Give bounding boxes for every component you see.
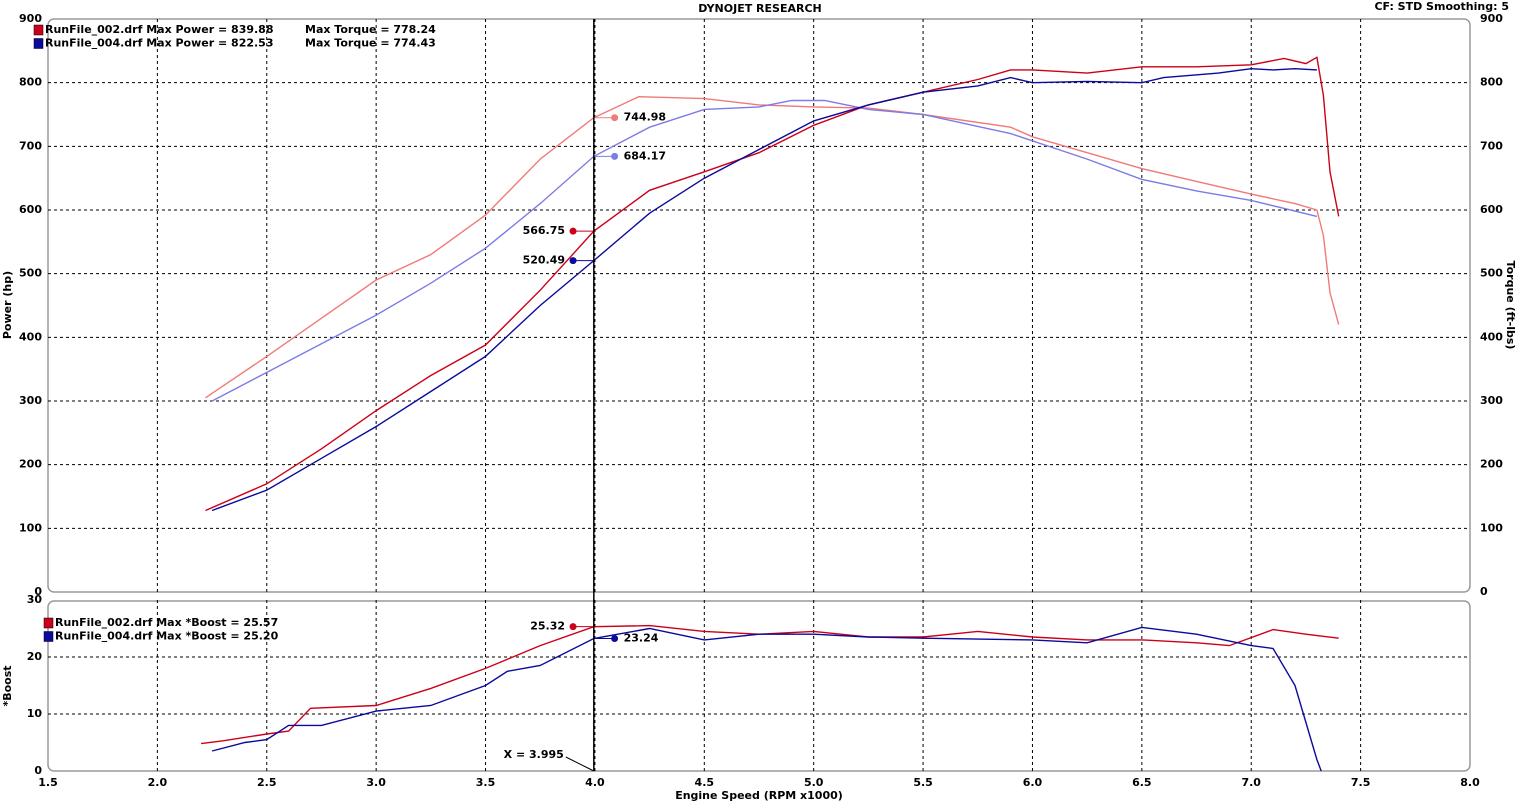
- y-tick-label: 10: [27, 707, 43, 720]
- legend-swatch: [33, 24, 44, 36]
- y2-tick-label: 600: [1480, 203, 1503, 216]
- y-tick-label: 0: [34, 764, 42, 777]
- y-tick-label: 600: [19, 203, 42, 216]
- y-tick-label: 900: [19, 12, 42, 25]
- y-tick-label: 100: [19, 521, 42, 534]
- y-tick-label: 300: [19, 394, 42, 407]
- readout-dot: [569, 227, 577, 235]
- cursor-pointer: [565, 756, 595, 772]
- legend-swatch: [43, 617, 54, 629]
- readout-dot: [569, 257, 577, 265]
- y2-tick-label: 100: [1480, 521, 1503, 534]
- y-tick-label: 500: [19, 267, 42, 280]
- x-tick-label: 3.5: [476, 776, 496, 789]
- x-tick-label: 5.5: [913, 776, 933, 789]
- x-tick-label: 6.0: [1023, 776, 1043, 789]
- bottom-panel-frame: [47, 600, 1471, 772]
- x-tick-label: 2.5: [257, 776, 277, 789]
- y-tick-label: 20: [27, 650, 43, 663]
- chart-subtitle: CF: STD Smoothing: 5: [1374, 0, 1509, 13]
- readout-label: 744.98: [624, 111, 666, 124]
- x-tick-label: 4.0: [585, 776, 605, 789]
- y-tick-label: 700: [19, 139, 42, 152]
- y2-tick-label: 200: [1480, 458, 1503, 471]
- legend-label: RunFile_002.drf Max *Boost = 25.57: [55, 616, 278, 629]
- legend-label: RunFile_002.drf Max Power = 839.88: [45, 23, 274, 36]
- x-tick-label: 7.0: [1241, 776, 1261, 789]
- readout-label: 520.49: [523, 254, 565, 267]
- x-tick-label: 8.0: [1460, 776, 1480, 789]
- y-tick-label: 0: [34, 585, 42, 598]
- legend-swatch: [33, 38, 44, 49]
- y-tick-label: 800: [19, 76, 42, 89]
- top-panel-frame: [47, 18, 1471, 593]
- readout-label: 23.24: [624, 632, 659, 645]
- y2-tick-label: 700: [1480, 139, 1503, 152]
- readout-label: 566.75: [523, 224, 565, 237]
- y-tick-label: 200: [19, 458, 42, 471]
- y2-axis-label: Torque (ft-lbs): [1504, 261, 1517, 350]
- y2-tick-label: 0: [1480, 585, 1488, 598]
- x-tick-label: 1.5: [38, 776, 58, 789]
- y2-tick-label: 500: [1480, 267, 1503, 280]
- y-axis-label: *Boost: [1, 665, 14, 706]
- cursor-label: X = 3.995: [504, 748, 564, 761]
- chart-title: DYNOJET RESEARCH: [698, 2, 821, 15]
- x-tick-label: 5.0: [804, 776, 824, 789]
- data-line: [211, 67, 1317, 512]
- y2-tick-label: 900: [1480, 12, 1503, 25]
- x-axis-label: Engine Speed (RPM x1000): [675, 789, 843, 802]
- readout-dot: [569, 623, 577, 631]
- legend-swatch: [43, 631, 54, 642]
- readout-label: 25.32: [530, 620, 565, 633]
- y2-tick-label: 300: [1480, 394, 1503, 407]
- y2-tick-label: 400: [1480, 330, 1503, 343]
- x-tick-label: 7.5: [1351, 776, 1371, 789]
- data-line: [201, 624, 1339, 745]
- x-tick-label: 6.5: [1132, 776, 1152, 789]
- legend-label: Max Torque = 774.43: [305, 37, 436, 50]
- x-tick-label: 4.5: [695, 776, 715, 789]
- x-tick-label: 2.0: [148, 776, 168, 789]
- data-line: [211, 99, 1318, 402]
- data-line: [205, 95, 1340, 399]
- y-axis-label: Power (hp): [1, 271, 14, 339]
- x-tick-label: 3.0: [366, 776, 386, 789]
- legend-label: Max Torque = 778.24: [305, 23, 436, 36]
- y2-tick-label: 800: [1480, 76, 1503, 89]
- readout-dot: [611, 635, 619, 643]
- y-tick-label: 400: [19, 330, 42, 343]
- data-line: [211, 626, 1322, 772]
- legend-label: RunFile_004.drf Max Power = 822.53: [45, 37, 274, 50]
- readout-dot: [611, 152, 619, 160]
- y-tick-label: 30: [27, 593, 43, 606]
- readout-dot: [611, 114, 619, 122]
- readout-label: 684.17: [624, 149, 666, 162]
- data-line: [205, 56, 1340, 512]
- legend-label: RunFile_004.drf Max *Boost = 25.20: [55, 630, 279, 643]
